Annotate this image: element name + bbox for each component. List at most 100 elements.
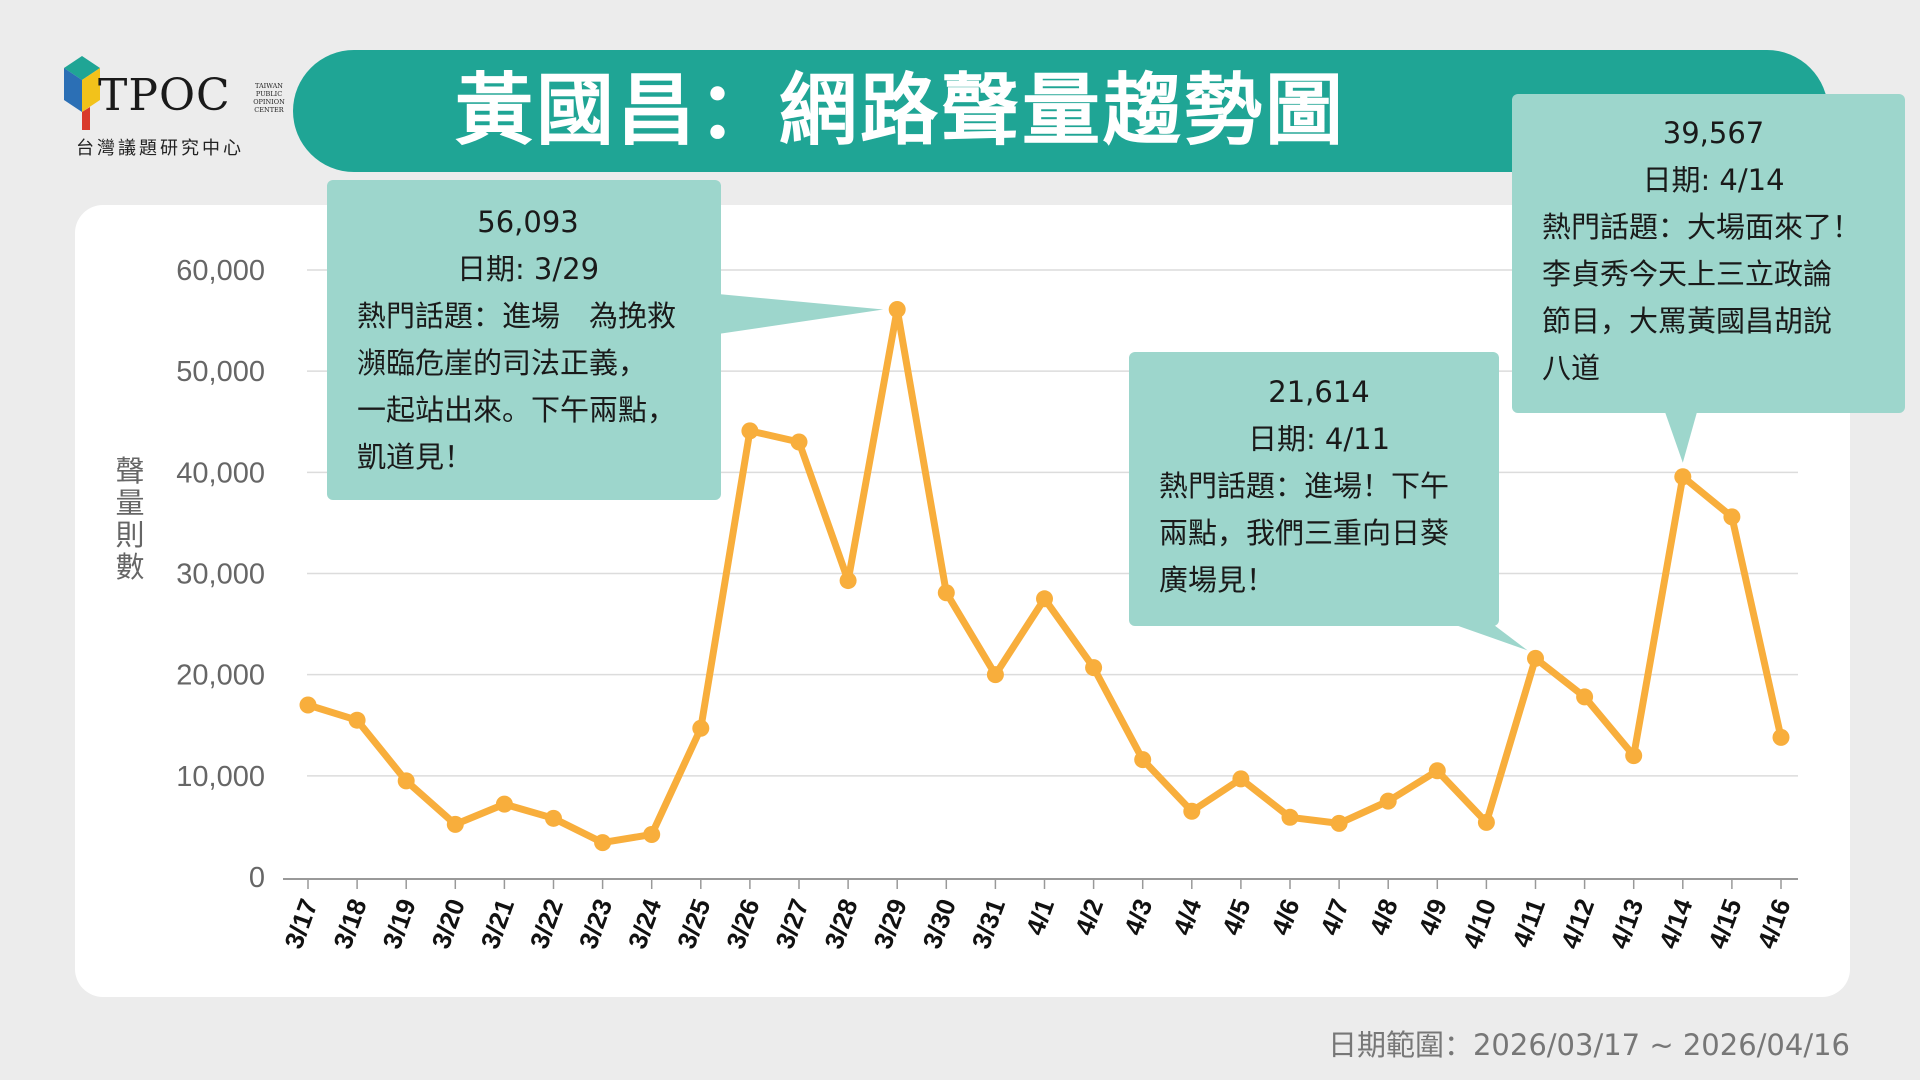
x-tick-label: 3/25	[671, 895, 717, 953]
callout-pointer	[718, 294, 884, 334]
x-tick-label: 4/11	[1506, 895, 1551, 951]
page-title: 黃國昌：網路聲量趨勢圖	[454, 66, 1346, 156]
x-tick-label: 3/22	[524, 895, 570, 953]
x-tick-label: 4/13	[1604, 895, 1650, 953]
data-point	[1379, 792, 1397, 810]
y-tick-label: 60,000	[176, 255, 265, 287]
x-tick-label: 3/18	[327, 895, 373, 953]
x-tick-label: 4/14	[1653, 894, 1699, 952]
logo-cube-icon	[64, 56, 100, 130]
x-tick-label: 3/28	[818, 895, 864, 953]
callout-topic-line: 廣場見！	[1159, 563, 1276, 597]
logo-wordmark: TPOC	[98, 70, 231, 121]
y-tick-label: 20,000	[176, 660, 265, 692]
data-point	[545, 809, 562, 827]
tpoc-logo: TPOC TAIWAN PUBLIC OPINION CENTER 台灣議題研究…	[60, 52, 290, 162]
x-tick-label: 3/21	[475, 895, 521, 953]
callout-value: 39,567	[1662, 116, 1765, 150]
data-point	[1576, 688, 1594, 706]
callout-topic-line: 一起站出來。下午兩點，	[357, 393, 677, 427]
data-point	[1625, 747, 1643, 765]
data-point	[888, 301, 906, 319]
date-range-footer: 日期範圍：2026/03/17 ~ 2026/04/16	[1327, 1028, 1850, 1062]
y-tick-label: 40,000	[176, 457, 265, 489]
x-tick-label: 4/12	[1555, 895, 1601, 953]
x-tick-label: 3/17	[278, 895, 324, 953]
data-point	[839, 572, 857, 590]
callout-peak-4-11: 21,614 日期: 4/11 熱門話題：進場！下午 兩點，我們三重向日葵 廣場…	[1129, 352, 1499, 626]
y-tick-label: 30,000	[176, 559, 265, 591]
data-point	[1428, 762, 1446, 780]
data-point	[1183, 802, 1201, 820]
callout-date: 日期: 4/14	[1642, 163, 1785, 197]
callout-topic-line: 瀕臨危崖的司法正義，	[357, 346, 648, 380]
y-tick-label: 0	[249, 862, 265, 894]
y-tick-label: 50,000	[176, 356, 265, 388]
x-tick-label: 4/10	[1457, 895, 1503, 953]
callout-date: 日期: 3/29	[456, 252, 600, 286]
data-point	[741, 422, 759, 440]
x-tick-label: 4/2	[1069, 895, 1110, 939]
x-tick-label: 4/9	[1412, 895, 1453, 939]
data-point	[1036, 590, 1053, 608]
data-point	[643, 826, 661, 844]
y-tick-label: 10,000	[176, 761, 265, 793]
data-point	[1772, 728, 1790, 746]
data-point	[594, 834, 612, 852]
data-point	[1723, 508, 1741, 526]
x-tick-label: 4/15	[1702, 895, 1748, 953]
x-tick-label: 3/24	[622, 894, 668, 952]
data-point	[1232, 770, 1250, 788]
callout-topic-line: 李貞秀今天上三立政論	[1542, 257, 1833, 291]
x-tick-label: 4/3	[1118, 895, 1159, 939]
data-point	[1674, 468, 1692, 486]
data-point	[1527, 649, 1544, 667]
x-tick-label: 3/29	[867, 895, 913, 953]
callout-topic-line: 熱門話題：進場！下午	[1159, 469, 1450, 503]
callout-topic-line: 熱門話題：大場面來了！	[1542, 210, 1862, 244]
x-tick-label: 4/6	[1265, 895, 1306, 939]
x-tick-label: 4/5	[1216, 895, 1257, 939]
y-axis-label: 聲量則數	[115, 454, 145, 584]
data-point	[397, 772, 415, 790]
callout-topic-line: 兩點，我們三重向日葵	[1159, 516, 1450, 550]
data-point	[937, 584, 955, 602]
data-point	[790, 433, 808, 451]
x-tick-label: 4/16	[1751, 895, 1797, 953]
x-tick-label: 4/8	[1363, 895, 1404, 939]
callout-pointer	[1447, 622, 1528, 651]
data-point	[692, 719, 710, 737]
callout-value: 56,093	[477, 205, 579, 239]
callout-topic-line: 節目，大罵黃國昌胡說	[1542, 304, 1833, 338]
data-point	[1330, 814, 1348, 832]
x-tick-label: 3/31	[966, 895, 1012, 953]
x-tick-label: 3/23	[573, 895, 619, 953]
x-tick-label: 4/7	[1314, 895, 1355, 939]
callout-topic-line: 凱道見！	[357, 440, 474, 474]
callout-value: 21,614	[1268, 375, 1370, 409]
x-tick-label: 3/19	[376, 895, 422, 953]
x-tick-label: 3/30	[916, 895, 962, 953]
data-point	[1477, 813, 1495, 831]
callout-peak-4-14: 39,567 日期: 4/14 熱門話題：大場面來了！ 李貞秀今天上三立政論 節…	[1512, 94, 1905, 413]
x-tick-label: 4/4	[1167, 894, 1208, 939]
x-tick-label: 4/1	[1020, 895, 1061, 939]
x-tick-label: 3/20	[425, 895, 471, 953]
data-point	[348, 711, 366, 729]
data-point	[495, 795, 513, 813]
data-point	[1085, 659, 1103, 677]
x-tick-label: 3/26	[720, 895, 766, 953]
callout-peak-3-29: 56,093 日期: 3/29 熱門話題：進場 為挽救 瀕臨危崖的司法正義， 一…	[327, 180, 721, 500]
data-point	[986, 666, 1004, 684]
data-point	[1134, 751, 1152, 769]
x-tick-label: 3/27	[769, 895, 815, 953]
callout-pointer	[1665, 412, 1697, 463]
data-point	[446, 815, 464, 833]
logo-side-text: TAIWAN PUBLIC OPINION CENTER	[253, 82, 285, 114]
callout-topic-line: 熱門話題：進場 為挽救	[357, 299, 677, 333]
callout-topic-line: 八道	[1542, 351, 1601, 385]
data-point	[299, 696, 317, 714]
logo-subtitle: 台灣議題研究中心	[76, 138, 244, 159]
data-point	[1281, 808, 1299, 826]
